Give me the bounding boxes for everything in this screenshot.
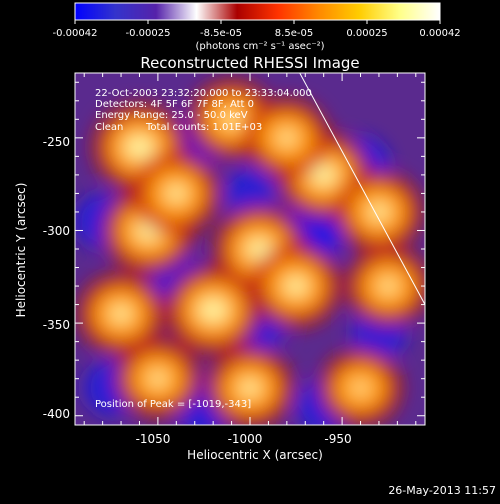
chart-title: Reconstructed RHESSI Image: [140, 54, 359, 72]
y-tick-label-3: -400: [43, 407, 70, 421]
y-tick-label-2: -350: [43, 318, 70, 332]
overlay-time-range: 22-Oct-2003 23:32:20.000 to 23:33:04.000: [95, 88, 312, 99]
y-tick-label-0: -250: [43, 135, 70, 149]
x-tick-label-0: -1050: [136, 432, 171, 446]
heatmap-positive-blob-peak: [165, 184, 187, 203]
heatmap-positive-blob-peak: [110, 305, 132, 323]
overlay-energy-range: Energy Range: 25.0 - 50.0 keV: [95, 110, 248, 121]
colorbar: -0.00042 -0.00025 -8.5e-05 8.5e-05 0.000…: [53, 2, 461, 52]
heatmap-positive-blob-peak: [222, 111, 241, 127]
colorbar-tick-label-5: 0.00042: [419, 28, 460, 39]
y-axis-label: Heliocentric Y (arcsec): [14, 183, 28, 318]
heatmap-positive-blob-peak: [379, 278, 398, 294]
heatmap-positive-blob-peak: [277, 130, 296, 146]
colorbar-strip: [74, 2, 441, 21]
heatmap-positive-blob-peak: [245, 237, 273, 261]
colorbar-ticks: [74, 20, 441, 24]
heatmap-positive-blob-peak: [283, 276, 309, 297]
x-axis-ticks: [83, 73, 417, 425]
heatmap-positive-blob-peak: [368, 203, 390, 221]
y-tick-label-1: -300: [43, 224, 70, 238]
timestamp: 26-May-2013 11:57: [388, 484, 496, 497]
overlay-peak-position: Position of Peak = [-1019,-343]: [95, 399, 251, 410]
colorbar-tick-label-1: -0.00025: [126, 28, 171, 39]
colorbar-unit-label: (photons cm⁻² s⁻¹ asec⁻²): [195, 41, 324, 52]
x-tick-label-1: -1000: [228, 432, 263, 446]
x-tick-label-2: -950: [324, 432, 351, 446]
solar-limb-line: [299, 73, 425, 305]
overlay-method: Clean: [95, 122, 123, 133]
overlay-total-counts: Total counts: 1.01E+03: [145, 122, 262, 133]
heatmap-positive-blob-peak: [148, 371, 168, 387]
colorbar-tick-label-2: -8.5e-05: [200, 28, 242, 39]
colorbar-tick-label-4: 0.00025: [346, 28, 387, 39]
info-overlay: 22-Oct-2003 23:32:20.000 to 23:33:04.000…: [95, 88, 312, 410]
colorbar-tick-label-3: 8.5e-05: [275, 28, 313, 39]
x-axis-label: Heliocentric X (arcsec): [187, 448, 323, 462]
heatmap-positive-blob-peak: [124, 134, 155, 160]
heatmap-blobs: [75, 79, 425, 425]
colorbar-tick-label-0: -0.00042: [53, 28, 98, 39]
plot-area: [75, 73, 425, 425]
overlay-detectors: Detectors: 4F 5F 6F 7F 8F, Att 0: [95, 99, 254, 110]
heatmap-positive-blob-peak: [197, 297, 229, 323]
heatmap-positive-blob-peak: [352, 381, 369, 395]
y-axis-ticks: [75, 81, 425, 417]
heatmap-positive-blob-peak: [310, 163, 338, 187]
heatmap-positive-blob-peak: [239, 379, 261, 397]
